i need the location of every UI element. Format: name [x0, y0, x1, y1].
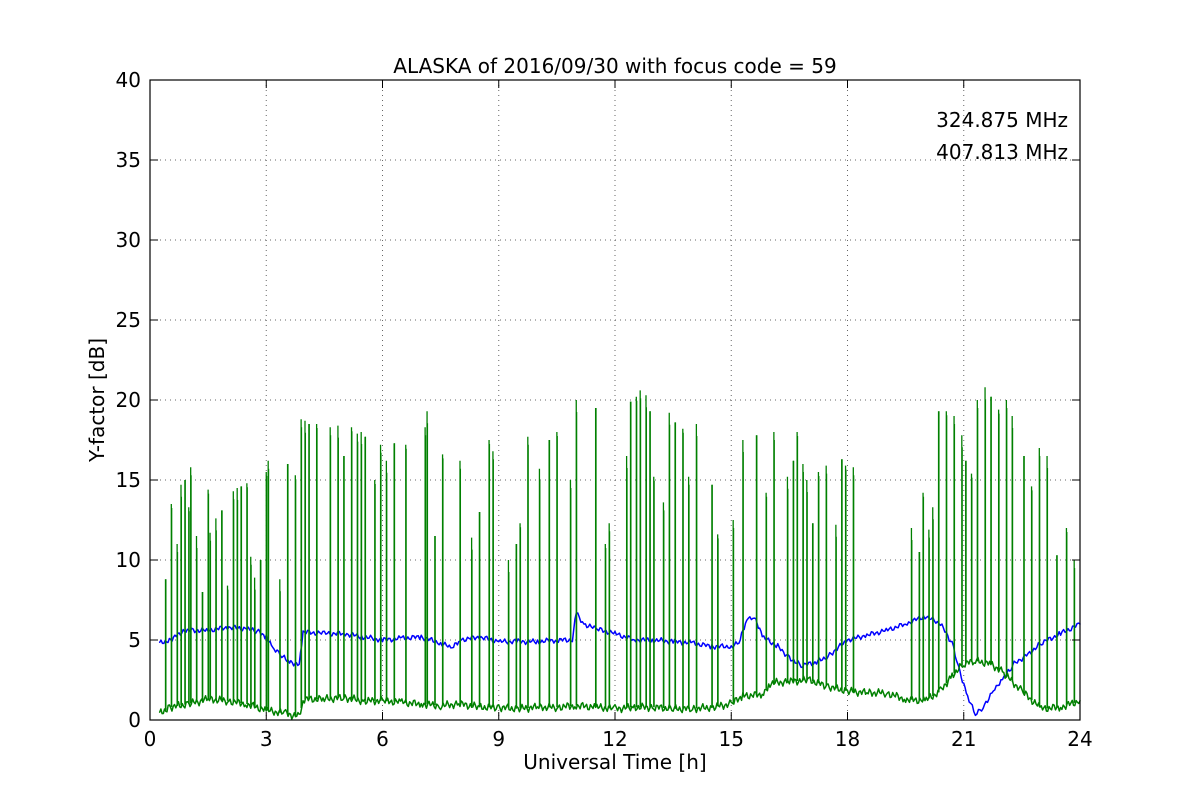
x-tick-label: 9: [492, 727, 505, 751]
y-axis-label: Y-factor [dB]: [85, 338, 109, 463]
y-tick-label: 30: [116, 228, 141, 252]
x-tick-label: 15: [719, 727, 744, 751]
x-tick-label: 18: [835, 727, 860, 751]
x-tick-label: 0: [144, 727, 157, 751]
y-tick-label: 40: [116, 68, 141, 92]
y-tick-label: 35: [116, 148, 141, 172]
y-tick-label: 20: [116, 388, 141, 412]
y-tick-label: 25: [116, 308, 141, 332]
x-axis-label: Universal Time [h]: [523, 750, 706, 774]
y-tick-label: 5: [128, 628, 141, 652]
legend-label-blue: 324.875 MHz: [936, 108, 1068, 132]
x-tick-label: 12: [602, 727, 627, 751]
x-tick-label: 21: [951, 727, 976, 751]
y-tick-label: 15: [116, 468, 141, 492]
legend-label-green: 407.813 MHz: [936, 140, 1068, 164]
x-tick-label: 3: [260, 727, 273, 751]
data-series: [158, 387, 1081, 720]
series-line-407-813-mhz-baseline: [158, 656, 1081, 720]
x-tick-label: 6: [376, 727, 389, 751]
y-tick-label: 0: [128, 708, 141, 732]
chart-title: ALASKA of 2016/09/30 with focus code = 5…: [393, 54, 836, 78]
series-line-324-875-mhz: [158, 612, 1081, 717]
y-tick-label: 10: [116, 548, 141, 572]
axis-ticks: 0 3 6 9 12 15 18 21 24 0 5 10 15 20 25 30 35 40: [116, 68, 1093, 751]
x-tick-label: 24: [1067, 727, 1092, 751]
